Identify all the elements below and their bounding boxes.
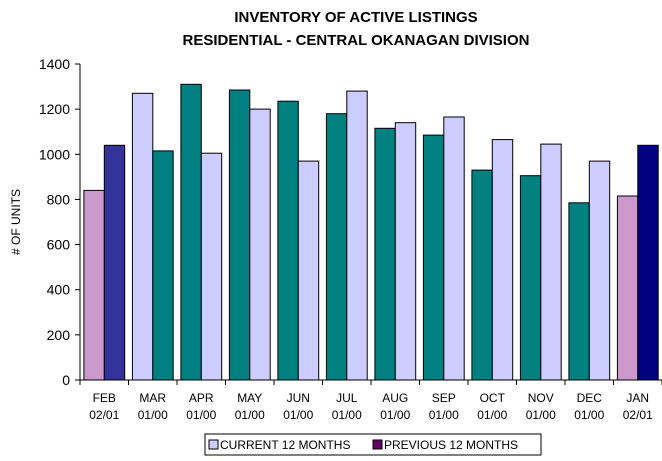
bar-previous-8 [491,139,514,381]
bar-previous-1 [152,150,174,381]
x-tick-label-month: AUG [382,391,408,405]
x-tick-label-month: OCT [480,391,506,405]
x-tick-label-year: 01/00 [283,408,313,422]
bar-previous-9 [540,143,562,381]
bar-previous-10 [588,160,611,381]
y-tick-label: 0 [62,372,70,388]
bar-current-1 [131,92,154,381]
y-tick-label: 1400 [39,56,70,72]
x-tick-label-year: 01/00 [477,408,507,422]
x-tick-label-year: 01/00 [186,408,216,422]
chart-title-line-1: INVENTORY OF ACTIVE LISTINGS [234,9,477,26]
bar-previous-3 [249,108,271,381]
bar-previous-2 [200,152,223,381]
x-tick-label-year: 02/01 [623,408,653,422]
bar-previous-11 [637,144,659,381]
legend-swatch-previous [372,439,383,450]
x-tick-label-month: MAR [139,391,166,405]
y-tick-label: 400 [47,282,71,298]
x-tick-label-year: 01/00 [526,408,556,422]
bar-current-0 [83,189,105,381]
x-tick-label-month: JUN [287,391,310,405]
x-tick-label-month: SEP [432,391,456,405]
bar-previous-0 [103,144,126,381]
bar-current-11 [616,195,639,381]
bar-current-10 [568,202,590,381]
bar-previous-5 [346,90,368,381]
legend-label-current: CURRENT 12 MONTHS [220,438,350,452]
bar-current-8 [471,169,493,381]
x-tick-label-year: 02/01 [89,408,119,422]
x-tick-label-month: DEC [577,391,603,405]
x-tick-label-month: JAN [626,391,649,405]
legend-swatch-current [208,439,219,450]
x-tick-label-year: 01/00 [138,408,168,422]
x-tick-label-year: 01/00 [235,408,265,422]
x-tick-label-year: 01/00 [429,408,459,422]
x-tick-label-month: APR [189,391,214,405]
bar-previous-4 [297,160,320,381]
y-tick-label: 1000 [39,146,70,162]
y-axis-label: # OF UNITS [9,189,23,255]
chart-title-line-2: RESIDENTIAL - CENTRAL OKANAGAN DIVISION [183,32,530,49]
bar-previous-6 [394,122,417,381]
bar-current-9 [519,175,542,381]
bar-current-2 [180,83,202,381]
y-tick-label: 600 [47,237,71,253]
axes-group: 0 200 400 600 800 1000 1200 1400 FEB 02/01 MAR 01/0… [39,56,662,422]
legend-label-previous: PREVIOUS 12 MONTHS [384,438,518,452]
bar-current-4 [277,100,299,381]
bar-previous-7 [443,116,465,381]
x-tick-label-month: FEB [93,391,116,405]
x-tick-label-year: 01/00 [380,408,410,422]
x-tick-label-year: 01/00 [574,408,604,422]
x-tick-label-month: MAY [237,391,262,405]
x-tick-label-month: JUL [336,391,358,405]
bar-current-3 [228,89,251,381]
x-tick-label-year: 01/00 [332,408,362,422]
bar-current-5 [325,113,348,381]
y-tick-label: 1200 [39,101,70,117]
bar-current-7 [422,134,445,381]
y-tick-label: 200 [47,327,71,343]
bars-group [83,83,659,381]
x-tick-label-month: NOV [528,391,554,405]
y-tick-label: 800 [47,191,71,207]
legend: CURRENT 12 MONTHS PREVIOUS 12 MONTHS [204,433,542,456]
bar-current-6 [374,127,396,381]
